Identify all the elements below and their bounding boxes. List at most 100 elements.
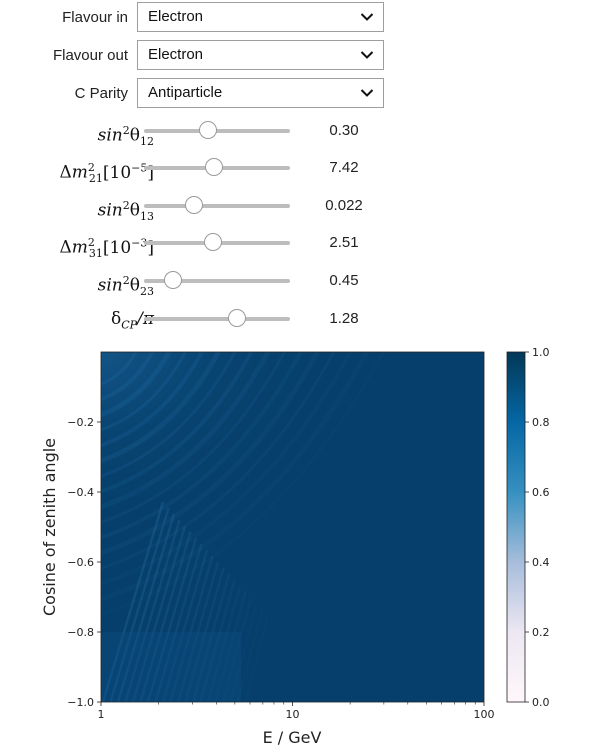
delta-cp-slider[interactable] bbox=[144, 317, 290, 321]
dm21-slider-handle[interactable] bbox=[205, 158, 224, 176]
low-energy-band bbox=[101, 632, 241, 702]
y-tick-label: −0.8 bbox=[67, 626, 94, 639]
colorbar-tick-label: 0.8 bbox=[532, 416, 550, 429]
c-parity-select[interactable]: Antiparticle bbox=[137, 78, 384, 108]
oscillation-stripe bbox=[244, 615, 269, 702]
dm31-label: Δm231[10−3] bbox=[59, 236, 154, 261]
oscillation-stripe bbox=[101, 352, 254, 494]
sin2-theta23-value: 0.45 bbox=[329, 272, 359, 289]
flavour-out-row: Flavour out Electron bbox=[0, 40, 600, 72]
flavour-out-value: Electron bbox=[148, 46, 204, 63]
y-tick-label: −0.6 bbox=[67, 556, 94, 569]
flavour-in-row: Flavour in Electron bbox=[0, 2, 600, 34]
oscillation-stripe bbox=[101, 352, 271, 510]
x-tick-label: 100 bbox=[474, 708, 495, 721]
oscillation-stripe bbox=[184, 567, 225, 702]
y-tick-label: −0.4 bbox=[67, 486, 94, 499]
c-parity-label: C Parity bbox=[74, 85, 128, 102]
sin2-theta23-row: sin2θ23 0.45 bbox=[0, 264, 600, 298]
delta-cp-value: 1.28 bbox=[329, 310, 359, 327]
delta-cp-slider-handle[interactable] bbox=[228, 309, 247, 327]
oscillation-stripe bbox=[101, 352, 155, 402]
oscillation-stripe bbox=[101, 352, 304, 540]
y-axis: −1.0 −0.8 −0.6 −0.4 −0.2 bbox=[67, 416, 101, 709]
dm31-row: Δm231[10−3] 2.51 bbox=[0, 226, 600, 260]
colorbar-tick-label: 1.0 bbox=[532, 346, 550, 359]
oscillation-stripe bbox=[101, 352, 237, 478]
dm21-value: 7.42 bbox=[329, 159, 359, 176]
chevron-down-icon bbox=[360, 89, 374, 97]
flavour-in-value: Electron bbox=[148, 8, 204, 25]
oscillation-stripe bbox=[101, 352, 286, 524]
y-tick-label: −1.0 bbox=[67, 696, 94, 709]
y-tick-label: −0.2 bbox=[67, 416, 94, 429]
oscillation-stripe bbox=[199, 579, 236, 702]
colorbar-tick-label: 0.4 bbox=[532, 556, 550, 569]
dm31-slider-handle[interactable] bbox=[203, 233, 222, 251]
oscillation-stripe bbox=[221, 597, 253, 702]
oscillation-stripe bbox=[176, 561, 220, 702]
oscillation-stripe bbox=[206, 585, 242, 702]
oscillation-pattern bbox=[101, 352, 385, 702]
colorbar-axis: 0.0 0.2 0.4 0.6 0.8 1.0 bbox=[525, 346, 550, 709]
oscillation-stripe bbox=[109, 507, 170, 702]
oscillation-stripe bbox=[229, 603, 258, 702]
sin2-theta12-row: sin2θ12 0.30 bbox=[0, 114, 600, 148]
oscillation-stripe bbox=[191, 573, 231, 702]
colorbar-tick-label: 0.6 bbox=[532, 486, 550, 499]
chevron-down-icon bbox=[360, 13, 374, 21]
oscillation-figure: −1.0 −0.8 −0.6 −0.4 −0.2 1 10 100 Cosine of ze… bbox=[40, 346, 550, 747]
sin2-theta12-slider[interactable] bbox=[144, 129, 290, 133]
x-axis-title: E / GeV bbox=[263, 728, 322, 747]
sin2-theta13-value: 0.022 bbox=[325, 197, 363, 214]
bright-corner bbox=[101, 352, 321, 512]
oscillation-stripe bbox=[154, 543, 203, 702]
sin2-theta13-slider-handle[interactable] bbox=[184, 196, 203, 214]
oscillation-stripe bbox=[101, 352, 321, 556]
oscillation-stripe bbox=[101, 352, 138, 386]
oscillation-stripe bbox=[139, 531, 192, 702]
oscillation-stripe bbox=[146, 537, 198, 702]
oscillation-stripe bbox=[101, 352, 353, 586]
flavour-out-select[interactable]: Electron bbox=[137, 40, 384, 70]
y-axis-title: Cosine of zenith angle bbox=[40, 438, 59, 616]
sin2-theta23-slider-handle[interactable] bbox=[164, 271, 183, 289]
delta-cp-row: δCP/π 1.28 bbox=[0, 302, 600, 336]
oscillation-stripe bbox=[101, 352, 172, 418]
oscillation-stripe bbox=[101, 352, 205, 448]
c-parity-value: Antiparticle bbox=[148, 84, 223, 101]
dm21-label: Δm221[10−5] bbox=[59, 161, 154, 186]
colorbar bbox=[506, 351, 526, 703]
oscillation-stripe bbox=[131, 525, 187, 702]
oscillation-stripe bbox=[161, 549, 209, 702]
oscillation-stripe bbox=[116, 513, 176, 702]
c-parity-row: C Parity Antiparticle bbox=[0, 78, 600, 110]
sin2-theta23-slider[interactable] bbox=[144, 279, 290, 283]
colorbar-tick-label: 0.0 bbox=[532, 696, 550, 709]
dm21-row: Δm221[10−5] 7.42 bbox=[0, 151, 600, 185]
sin2-theta12-label: sin2θ12 bbox=[97, 124, 154, 149]
x-axis: 1 10 100 bbox=[98, 702, 495, 721]
sin2-theta12-slider-handle[interactable] bbox=[199, 121, 218, 139]
oscillation-stripe bbox=[101, 352, 336, 571]
oscillation-stripe bbox=[101, 352, 370, 602]
colorbar-tick-label: 0.2 bbox=[532, 626, 550, 639]
oscillation-stripe bbox=[214, 591, 247, 702]
oscillation-stripe bbox=[169, 555, 214, 702]
sin2-theta13-row: sin2θ13 0.022 bbox=[0, 189, 600, 223]
oscillation-stripe bbox=[124, 519, 181, 702]
dm31-value: 2.51 bbox=[329, 234, 359, 251]
x-tick-label: 10 bbox=[286, 708, 300, 721]
sin2-theta23-label: sin2θ23 bbox=[97, 274, 154, 299]
oscillation-stripe bbox=[236, 609, 264, 702]
chevron-down-icon bbox=[360, 51, 374, 59]
sin2-theta13-label: sin2θ13 bbox=[97, 199, 154, 224]
oscillation-stripe bbox=[101, 352, 385, 617]
flavour-in-label: Flavour in bbox=[62, 9, 128, 26]
oscillation-stripe bbox=[101, 352, 222, 464]
flavour-out-label: Flavour out bbox=[52, 47, 128, 64]
sin2-theta12-value: 0.30 bbox=[329, 122, 359, 139]
flavour-in-select[interactable]: Electron bbox=[137, 2, 384, 32]
sin2-theta13-slider[interactable] bbox=[144, 204, 290, 208]
x-tick-label: 1 bbox=[98, 708, 105, 721]
